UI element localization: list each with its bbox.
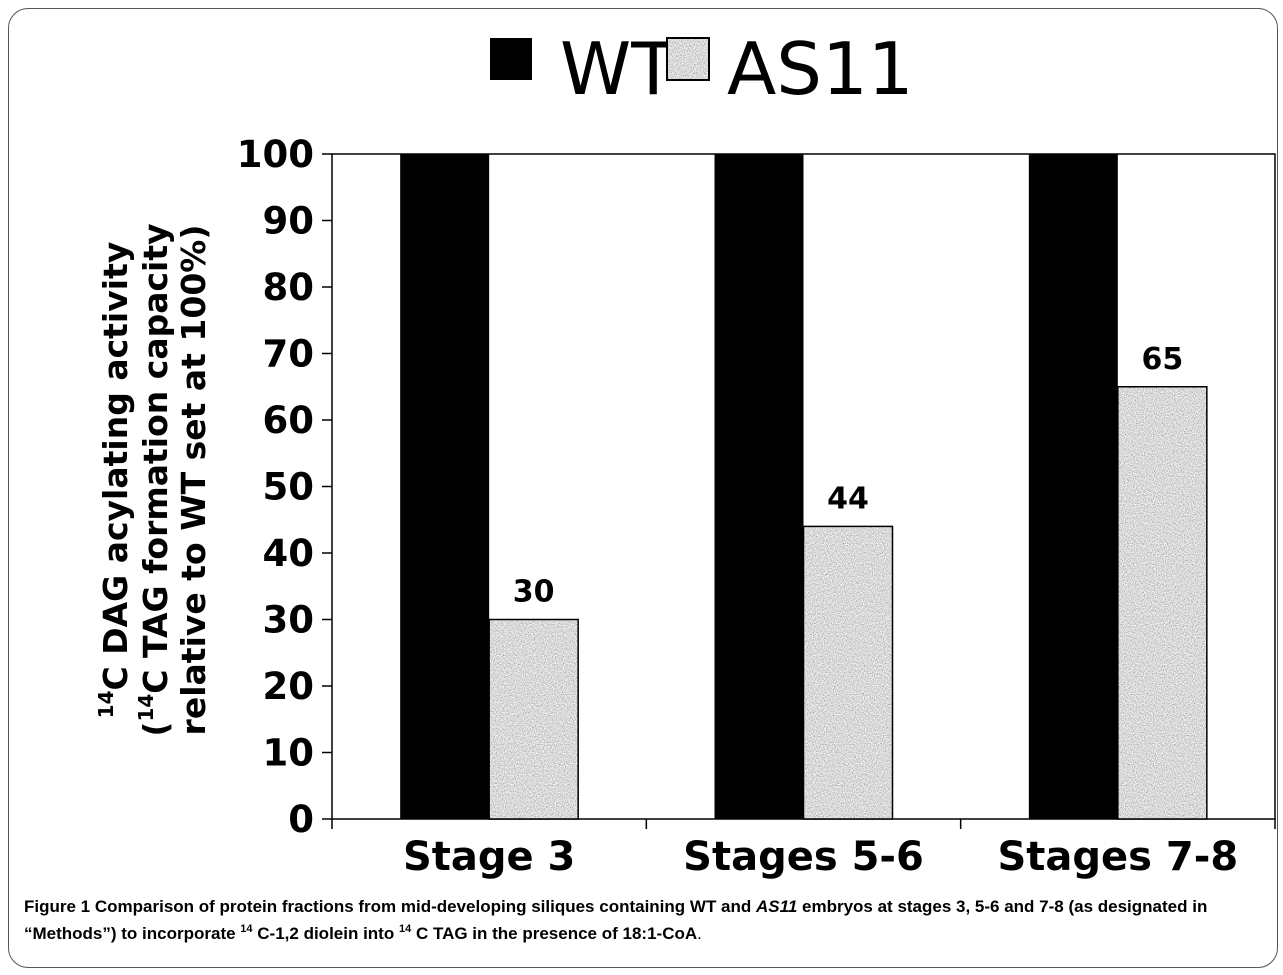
figure-caption: Figure 1 Comparison of protein fractions… [24, 893, 1264, 947]
y-tick-label: 30 [263, 599, 315, 642]
legend-label-wt: WT [560, 27, 676, 111]
y-tick-label: 40 [263, 532, 315, 575]
y-tick-label: 100 [237, 133, 314, 176]
y-tick-label: 70 [263, 333, 315, 376]
caption-text-1: Comparison of protein fractions from mid… [94, 897, 752, 916]
bar-as11-outline [1117, 386, 1208, 820]
y-axis-title-line1: 14C DAG acylating activity [94, 242, 135, 719]
caption-text-3: C-1,2 diolein into [257, 924, 395, 943]
y-tick-label: 80 [263, 266, 315, 309]
y-tick-label: 60 [263, 399, 315, 442]
bar-as11 [1117, 386, 1207, 819]
y-tick-label: 10 [263, 732, 315, 775]
y-tick-label: 50 [263, 466, 315, 509]
bar-as11-outline [802, 525, 894, 820]
legend-swatch-as11 [667, 38, 709, 80]
y-tick-label: 0 [288, 798, 314, 841]
legend-swatch-wt [490, 38, 532, 80]
y-tick-label: 20 [263, 665, 315, 708]
caption-italic: AS11 [756, 897, 798, 916]
x-category-label: Stage 3 [403, 834, 575, 880]
x-category-label: Stages 7-8 [997, 834, 1238, 880]
bar-wt [400, 154, 490, 819]
data-label: 65 [1141, 342, 1183, 377]
legend: WT AS11 [490, 27, 914, 111]
data-label: 30 [513, 575, 555, 610]
legend-label-as11: AS11 [727, 27, 914, 111]
x-category-label: Stages 5-6 [683, 834, 924, 880]
plot-area: 0 10 20 30 40 50 60 70 80 90 100 30 Stage 3 44 Stages … [237, 133, 1276, 880]
y-axis-title: 14C DAG acylating activity (14C TAG form… [94, 223, 213, 736]
figure-frame [8, 8, 1278, 968]
caption-end: . [697, 924, 702, 943]
bar-wt [714, 154, 804, 819]
caption-text-2: embryos at stages 3, 5-6 and 7-8 (as des… [24, 897, 1208, 943]
caption-sup-2: 14 [398, 923, 412, 935]
bar-as11 [803, 526, 893, 819]
y-axis-title-line2: (14C TAG formation capacity [134, 223, 175, 736]
y-axis-title-line3: relative to WT set at 100%) [174, 225, 213, 736]
caption-label: Figure 1 [24, 897, 91, 916]
y-tick-label: 90 [263, 200, 315, 243]
caption-text-4: C TAG in the presence of 18:1-CoA [415, 924, 698, 943]
bar-as11-outline [488, 618, 579, 820]
caption-sup-1: 14 [240, 923, 253, 935]
bar-wt [1028, 154, 1118, 819]
bar-as11 [489, 619, 579, 819]
data-label: 44 [827, 481, 869, 516]
